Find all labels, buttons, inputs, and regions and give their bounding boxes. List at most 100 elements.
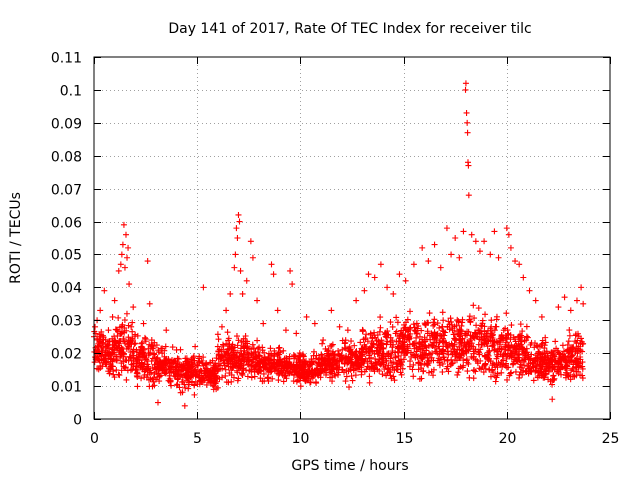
data-point [223,379,230,386]
data-point [424,328,431,335]
data-point [463,109,470,116]
data-point [344,327,351,334]
data-point [475,341,482,348]
data-point [257,375,264,382]
data-point [443,225,450,232]
data-point [573,364,580,371]
data-point [333,360,340,367]
data-point [191,382,198,389]
data-point [474,358,481,365]
data-point [521,338,528,345]
data-point [561,294,568,301]
data-point [410,321,417,328]
data-point [114,332,121,339]
data-point [260,320,267,327]
data-point [478,366,485,373]
data-point [528,339,535,346]
data-point [380,345,387,352]
data-point [419,244,426,251]
data-point [506,372,513,379]
data-point [146,300,153,307]
data-point [375,356,382,363]
data-point [439,338,446,345]
data-point [417,352,424,359]
data-point [214,343,221,350]
data-point [247,238,254,245]
data-point [577,356,584,363]
data-point [117,261,124,268]
data-point [384,284,391,291]
data-point [133,349,140,356]
data-point [549,381,556,388]
data-point [251,368,258,375]
data-point [152,376,159,383]
chart-title: Day 141 of 2017, Rate Of TEC Index for r… [168,21,531,37]
data-point [111,297,118,304]
y-tick-label: 0.01 [51,380,82,396]
data-point [579,375,586,382]
data-point [384,338,391,345]
data-point [418,365,425,372]
data-point [314,371,321,378]
data-point [371,274,378,281]
data-point [465,360,472,367]
data-point [144,258,151,265]
data-point [119,350,126,357]
data-point [538,313,545,320]
data-point [545,367,552,374]
data-point [520,367,527,374]
data-point [571,373,578,380]
data-point [231,361,238,368]
data-point [430,342,437,349]
data-point [574,350,581,357]
data-point [109,346,116,353]
data-point [483,340,490,347]
data-point [115,371,122,378]
data-point [163,368,170,375]
data-point [203,361,210,368]
data-point [470,302,477,309]
y-tick-label: 0.06 [51,216,82,232]
data-point [237,267,244,274]
data-point [473,322,480,329]
data-point [460,228,467,235]
data-point [221,362,228,369]
data-point [160,361,167,368]
data-point [425,258,432,265]
data-point [417,341,424,348]
data-point [524,334,531,341]
data-point [555,370,562,377]
data-point [397,369,404,376]
data-point [559,351,566,358]
data-point [541,345,548,352]
data-point [436,339,443,346]
y-tick-label: 0.07 [51,183,82,199]
data-point [298,371,305,378]
data-point [455,369,462,376]
data-point [523,333,530,340]
data-point [112,337,119,344]
data-point [117,354,124,361]
data-point [556,366,563,373]
data-point [213,378,220,385]
data-point [244,340,251,347]
data-point [512,368,519,375]
data-point [207,375,214,382]
data-point [215,336,222,343]
data-point [194,381,201,388]
x-tick-label: 0 [90,431,99,447]
data-point [517,361,524,368]
data-point [211,362,218,369]
data-point [542,361,549,368]
data-point [462,86,469,93]
data-point [503,310,510,317]
data-point [245,358,252,365]
data-point [448,360,455,367]
data-point [434,320,441,327]
data-point [487,251,494,258]
data-point [472,330,479,337]
data-point [262,364,269,371]
data-point [405,334,412,341]
data-point [456,254,463,261]
